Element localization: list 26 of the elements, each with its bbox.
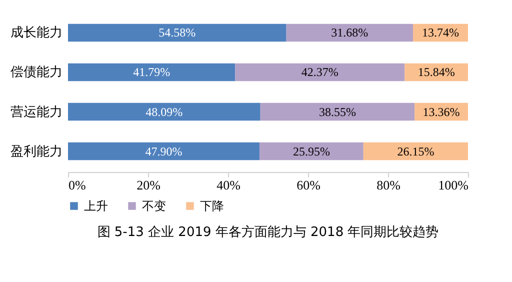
data-label: 47.90% [145, 144, 182, 158]
data-label: 15.84% [418, 65, 455, 80]
data-label: 41.79% [133, 65, 170, 80]
data-label: 38.55% [318, 104, 356, 119]
data-label: 13.36% [422, 104, 460, 119]
x-tick-label: 20% [136, 178, 161, 192]
data-label: 48.09% [146, 104, 183, 119]
data-label: 31.68% [331, 26, 368, 40]
legend-label: 上升 [84, 199, 108, 213]
legend-label: 下降 [200, 199, 224, 213]
data-label: 26.15% [397, 144, 434, 158]
y-tick-label: 营运能力 [10, 104, 62, 120]
data-label: 13.74% [422, 26, 460, 40]
x-tick-label: 0% [68, 178, 86, 192]
y-tick-label: 偿债能力 [10, 65, 62, 80]
y-tick-label: 成长能力 [10, 26, 62, 41]
x-tick-label: 40% [216, 178, 241, 192]
data-label: 42.37% [301, 65, 338, 80]
y-tick-label: 盈利能力 [10, 144, 62, 160]
x-tick-label: 80% [376, 178, 401, 192]
data-label: 25.95% [293, 144, 330, 158]
data-label: 54.58% [158, 26, 196, 40]
legend-label: 不变 [142, 199, 166, 213]
x-tick-label: 60% [296, 178, 321, 192]
x-tick-label: 100% [438, 178, 469, 192]
text: 图 5-13 企业 2019 年各方面能力与 2018 年同期比较趋势 [97, 224, 439, 240]
